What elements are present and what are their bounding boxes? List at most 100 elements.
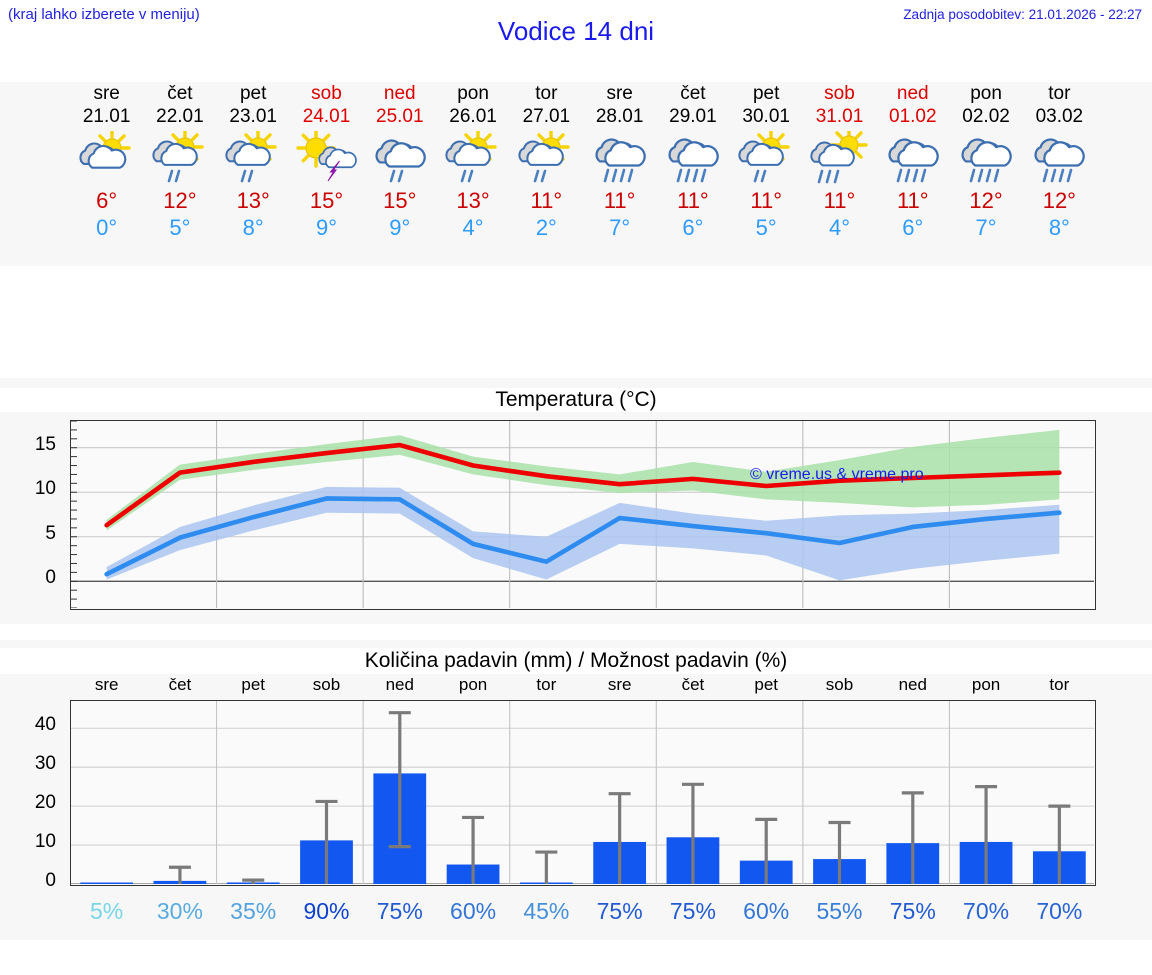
day-max-temp: 11° — [750, 188, 783, 213]
temperature-plot-area — [70, 420, 1096, 610]
sun-behind-rain-cloud-icon — [507, 131, 585, 187]
sun-behind-heavy-rain-icon — [801, 131, 879, 187]
day-max-temp: 15° — [309, 188, 344, 213]
day-column[interactable]: tor 03.02 12° 8° — [1020, 82, 1098, 241]
precip-day-label: ned — [385, 675, 414, 694]
day-date: 02.02 — [962, 106, 1010, 127]
day-max-temp: 12° — [1042, 188, 1076, 213]
precipitation-plot-area — [70, 700, 1096, 886]
day-column[interactable]: čet 22.01 12° 5° — [141, 82, 219, 241]
day-max-temp: 11° — [603, 188, 636, 213]
day-min-temp: 9° — [389, 215, 411, 240]
day-min-temp: 5° — [169, 215, 191, 240]
heavy-rain-cloud-icon — [874, 131, 952, 187]
temp-y-axis-label: 0 — [45, 567, 56, 589]
day-date: 25.01 — [376, 106, 424, 127]
day-name: pon — [970, 83, 1002, 104]
day-max-temp: 11° — [677, 188, 709, 213]
day-column[interactable]: pon 02.02 12° 7° — [947, 82, 1025, 241]
heavy-rain-cloud-icon — [947, 131, 1025, 187]
precip-day-label: ned — [898, 675, 927, 694]
precip-probability-label: 70% — [1036, 898, 1083, 924]
day-column[interactable]: tor 27.01 11° 2° — [507, 82, 585, 241]
precip-day-label: sre — [607, 675, 632, 694]
precip-day-label: sob — [312, 675, 341, 694]
day-column[interactable]: pet 30.01 11° 5° — [727, 82, 805, 241]
day-name: sob — [824, 83, 855, 104]
day-name: tor — [1048, 83, 1071, 104]
page-header: (kraj lahko izberete v meniju) Vodice 14… — [0, 0, 1152, 56]
precip-probability-label: 90% — [303, 898, 350, 924]
precip-probability-label: 60% — [450, 898, 497, 924]
day-name: sre — [606, 83, 633, 104]
precip-probability-label: 30% — [156, 898, 203, 924]
temp-y-axis-label: 15 — [34, 433, 56, 455]
precip-y-axis-label: 0 — [45, 870, 56, 891]
sun-behind-cloud-icon — [68, 131, 146, 187]
precip-y-axis-label: 40 — [34, 714, 56, 736]
day-min-temp: 7° — [609, 215, 631, 240]
day-min-temp: 5° — [755, 215, 777, 240]
precip-probability-label: 5% — [90, 898, 124, 924]
page-title: Vodice 14 dni — [497, 16, 655, 46]
day-date: 28.01 — [595, 106, 644, 127]
day-name: ned — [383, 83, 416, 104]
precip-probability-label: 75% — [889, 898, 936, 924]
day-name: ned — [896, 83, 929, 104]
day-name: pon — [457, 83, 489, 104]
precip-day-label: sob — [825, 675, 854, 694]
day-max-temp: 15° — [383, 188, 417, 213]
day-min-temp: 0° — [96, 215, 118, 240]
day-column[interactable]: čet 29.01 11° 6° — [654, 82, 732, 241]
day-date: 03.02 — [1035, 106, 1084, 127]
day-date: 23.01 — [229, 106, 277, 127]
sun-behind-rain-cloud-icon — [434, 131, 512, 187]
day-column[interactable]: sob 31.01 11° 4° — [801, 82, 879, 241]
day-column[interactable]: pon 26.01 13° 4° — [434, 82, 512, 241]
precip-day-label: sre — [94, 675, 119, 694]
temp-y-axis-label: 10 — [34, 478, 56, 500]
precip-y-axis-label: 30 — [34, 753, 56, 775]
day-date: 30.01 — [742, 106, 790, 127]
day-max-temp: 11° — [823, 188, 856, 213]
day-column[interactable]: ned 01.02 11° 6° — [874, 82, 952, 241]
temperature-chart-svg — [71, 421, 1094, 608]
precip-probability-label: 75% — [669, 898, 716, 924]
precip-y-axis-label: 20 — [34, 792, 56, 814]
day-min-temp: 6° — [682, 215, 704, 240]
sun-behind-rain-cloud-icon — [214, 131, 292, 187]
precip-y-axis-label: 10 — [34, 831, 56, 853]
daily-forecast-strip: sre 21.01 6° 0° čet 22.01 12° 5° pet 23.01 13° 8° so… — [0, 82, 1152, 266]
day-column[interactable]: ned 25.01 15° 9° — [361, 82, 439, 241]
day-min-temp: 7° — [975, 215, 997, 240]
day-name: tor — [535, 83, 558, 104]
day-name: sob — [311, 83, 342, 104]
precip-day-label: pon — [458, 675, 488, 694]
precip-day-label: tor — [1049, 675, 1070, 694]
day-name: pet — [239, 83, 267, 104]
menu-hint-text: (kraj lahko izberete v meniju) — [8, 6, 200, 23]
day-column[interactable]: sob 24.01 15° 9° — [288, 82, 366, 241]
precip-probability-label: 35% — [230, 898, 277, 924]
day-max-temp: 12° — [163, 188, 197, 213]
heavy-rain-cloud-icon — [654, 131, 732, 187]
precip-day-label: čet — [168, 675, 192, 694]
day-name: čet — [680, 83, 706, 104]
heavy-rain-cloud-icon — [1020, 131, 1098, 187]
day-date: 01.02 — [889, 106, 937, 127]
day-min-temp: 6° — [902, 215, 924, 240]
day-name: čet — [167, 83, 193, 104]
sun-behind-rain-cloud-icon — [141, 131, 219, 187]
temperature-chart-title: Temperatura (°C) — [0, 388, 1152, 412]
day-max-temp: 13° — [456, 188, 490, 213]
day-column[interactable]: pet 23.01 13° 8° — [214, 82, 292, 241]
rain-cloud-icon — [361, 131, 439, 187]
heavy-rain-cloud-icon — [581, 131, 659, 187]
day-max-temp: 11° — [530, 188, 563, 213]
day-date: 21.01 — [82, 106, 131, 127]
day-column[interactable]: sre 28.01 11° 7° — [581, 82, 659, 241]
precip-probability-label: 70% — [963, 898, 1010, 924]
day-min-temp: 2° — [535, 215, 557, 240]
day-column[interactable]: sre 21.01 6° 0° — [68, 82, 146, 241]
last-updated-text: Zadnja posodobitev: 21.01.2026 - 22:27 — [903, 7, 1142, 22]
